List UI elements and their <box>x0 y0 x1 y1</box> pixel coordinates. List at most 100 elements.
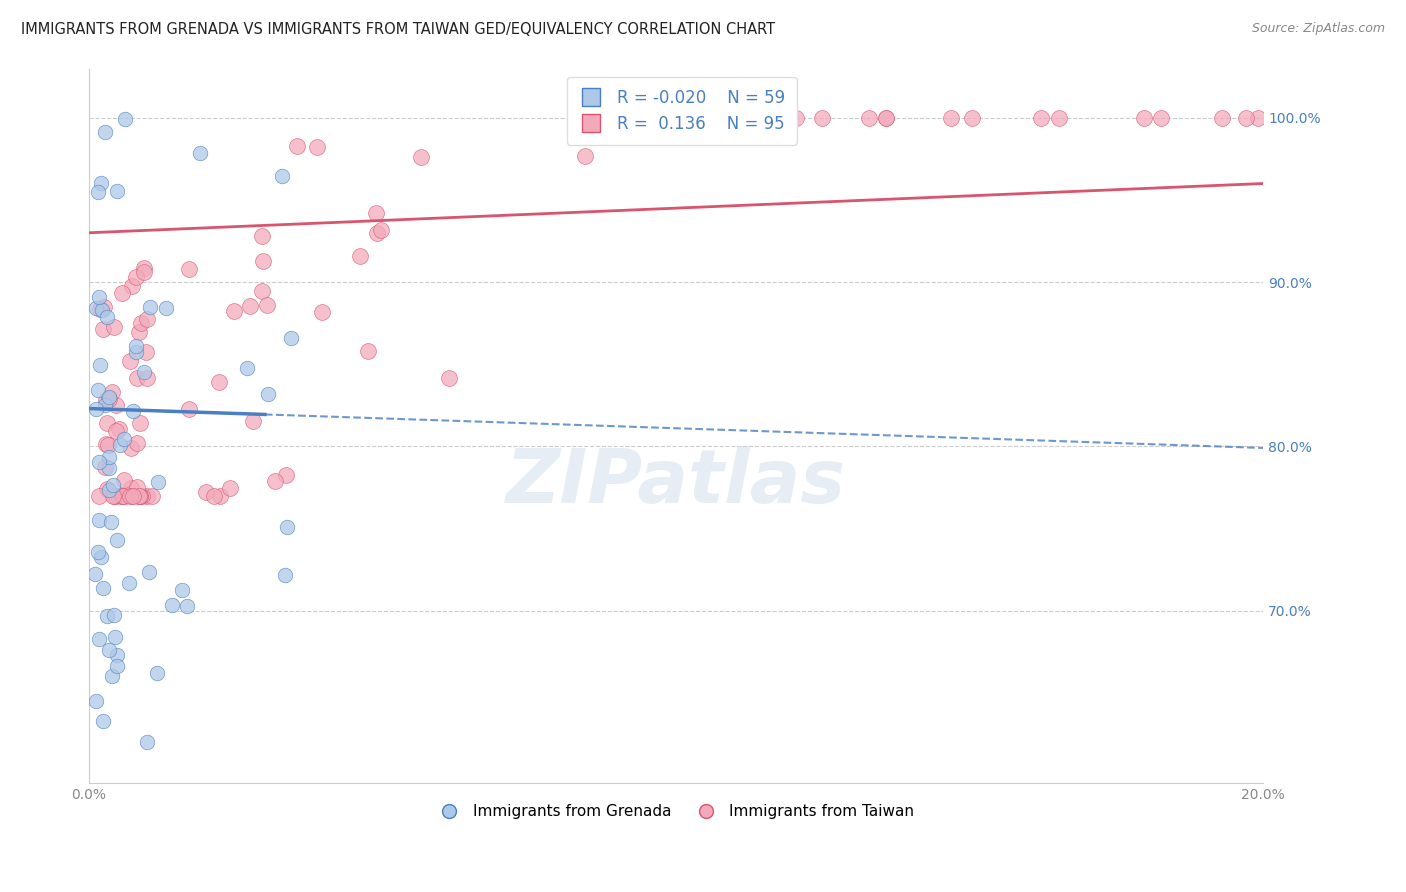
Point <box>437 370 460 384</box>
Point <box>349 249 371 263</box>
Point <box>370 222 392 236</box>
Point <box>84 301 107 315</box>
Point <box>103 320 125 334</box>
Point <box>120 441 142 455</box>
Point <box>271 169 294 183</box>
Point <box>1047 111 1070 125</box>
Point <box>366 205 388 219</box>
Legend: Immigrants from Grenada, Immigrants from Taiwan: Immigrants from Grenada, Immigrants from… <box>432 798 921 825</box>
Point <box>366 227 388 241</box>
Point <box>101 478 124 492</box>
Point <box>148 475 170 489</box>
Point <box>179 262 201 277</box>
Point <box>222 304 245 318</box>
Point <box>100 515 122 529</box>
Point <box>101 669 124 683</box>
Point <box>256 298 278 312</box>
Point <box>135 345 157 359</box>
Point <box>114 112 136 127</box>
Point <box>858 111 880 125</box>
Point <box>94 125 117 139</box>
Point <box>84 401 107 416</box>
Point <box>176 599 198 613</box>
Point <box>84 694 107 708</box>
Point <box>97 450 120 464</box>
Point <box>87 512 110 526</box>
Point <box>105 533 128 547</box>
Point <box>939 111 962 125</box>
Point <box>238 299 260 313</box>
Point <box>105 658 128 673</box>
Point <box>208 489 231 503</box>
Text: Source: ZipAtlas.com: Source: ZipAtlas.com <box>1251 22 1385 36</box>
Point <box>98 392 121 406</box>
Point <box>96 393 118 408</box>
Point <box>132 365 155 379</box>
Point <box>90 550 112 565</box>
Point <box>96 416 118 430</box>
Point <box>97 438 120 452</box>
Point <box>87 384 110 398</box>
Point <box>121 489 143 503</box>
Point <box>236 361 259 376</box>
Point <box>125 345 148 359</box>
Point <box>87 186 110 200</box>
Point <box>160 599 183 613</box>
Point <box>125 371 148 385</box>
Point <box>128 489 150 503</box>
Point <box>93 581 115 595</box>
Point <box>104 424 127 438</box>
Point <box>93 459 115 474</box>
Point <box>120 481 142 495</box>
Point <box>103 489 125 503</box>
Point <box>103 608 125 623</box>
Point <box>640 111 662 125</box>
Point <box>93 300 115 314</box>
Point <box>202 489 225 503</box>
Point <box>139 301 162 315</box>
Point <box>87 290 110 304</box>
Point <box>110 489 132 503</box>
Point <box>146 665 169 680</box>
Point <box>105 648 128 662</box>
Point <box>101 384 124 399</box>
Point <box>195 485 218 500</box>
Point <box>98 390 121 404</box>
Point <box>127 436 149 450</box>
Point <box>305 140 328 154</box>
Point <box>1132 111 1154 125</box>
Point <box>104 398 127 412</box>
Point <box>274 568 297 582</box>
Point <box>811 111 834 125</box>
Point <box>129 489 152 503</box>
Point <box>89 301 111 316</box>
Point <box>252 254 274 268</box>
Point <box>125 270 148 285</box>
Point <box>574 149 596 163</box>
Point <box>617 111 640 125</box>
Point <box>280 331 302 345</box>
Point <box>121 279 143 293</box>
Point <box>875 111 897 125</box>
Point <box>111 285 134 300</box>
Point <box>118 576 141 591</box>
Point <box>90 176 112 190</box>
Point <box>274 468 297 483</box>
Point <box>122 489 145 503</box>
Point <box>276 519 298 533</box>
Point <box>135 489 157 503</box>
Point <box>87 545 110 559</box>
Point <box>136 734 159 748</box>
Point <box>112 489 135 503</box>
Point <box>188 146 211 161</box>
Point <box>97 483 120 497</box>
Point <box>141 489 163 503</box>
Point <box>785 111 807 125</box>
Point <box>108 422 131 436</box>
Point <box>129 316 152 330</box>
Point <box>135 312 157 326</box>
Point <box>104 489 127 503</box>
Point <box>89 632 111 647</box>
Point <box>409 150 432 164</box>
Point <box>177 401 200 416</box>
